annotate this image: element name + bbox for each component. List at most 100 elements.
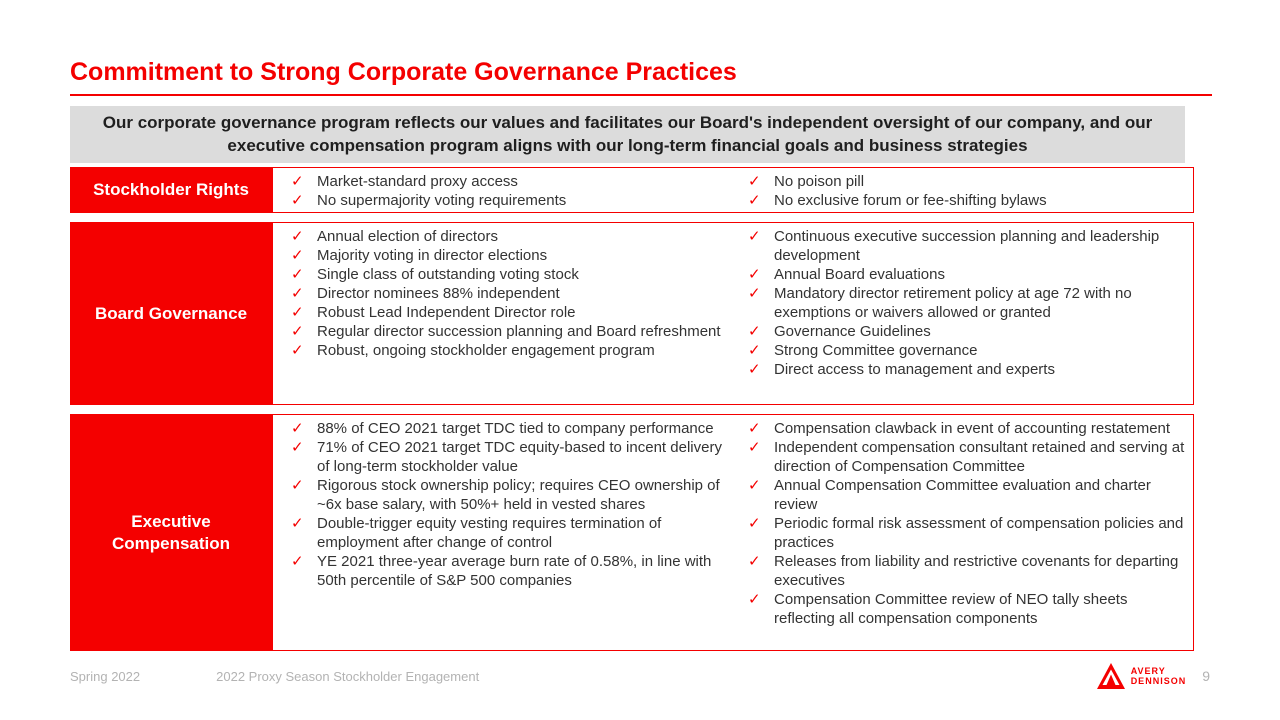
bullet-item: ✓ Regular director succession planning an… [289, 322, 734, 341]
bullet-text: Governance Guidelines [774, 323, 931, 340]
check-icon: ✓ [748, 591, 761, 608]
check-icon: ✓ [748, 420, 761, 437]
page-number: 9 [1202, 668, 1210, 684]
logo-wordmark: AVERY DENNISON [1131, 666, 1187, 687]
avery-dennison-logo: AVERY DENNISON [1096, 663, 1187, 689]
bullet-text: YE 2021 three-year average burn rate of … [317, 553, 712, 589]
bullet-column-right: ✓ No poison pill ✓ No exclusive forum or f… [746, 172, 1185, 210]
bullet-item: ✓ 88% of CEO 2021 target TDC tied to comp… [289, 419, 734, 438]
section-board-governance: Board Governance ✓ Annual election of dir… [70, 222, 1194, 405]
bullet-item: ✓ Continuous executive succession plannin… [746, 227, 1185, 265]
bullet-text: Robust Lead Independent Director role [317, 304, 576, 321]
logo-line1: AVERY [1130, 665, 1166, 676]
section-content: ✓ Market-standard proxy access ✓ No superm… [272, 167, 1194, 213]
section-stockholder-rights: Stockholder Rights ✓ Market-standard prox… [70, 167, 1194, 213]
bullet-text: Majority voting in director elections [317, 247, 548, 264]
check-icon: ✓ [291, 342, 304, 359]
bullet-column-right: ✓ Compensation clawback in event of accou… [746, 419, 1185, 646]
section-content: ✓ 88% of CEO 2021 target TDC tied to comp… [272, 414, 1194, 651]
bullet-item: ✓ Robust, ongoing stockholder engagement … [289, 341, 734, 360]
check-icon: ✓ [748, 323, 761, 340]
bullet-column-left: ✓ 88% of CEO 2021 target TDC tied to comp… [289, 419, 746, 646]
check-icon: ✓ [291, 477, 304, 494]
logo-line2: DENNISON [1130, 676, 1187, 686]
bullet-text: Director nominees 88% independent [317, 285, 560, 302]
bullet-text: 71% of CEO 2021 target TDC equity-based … [317, 439, 722, 475]
bullet-text: Regular director succession planning and… [317, 323, 721, 340]
logo-triangle-icon [1096, 663, 1125, 689]
bullet-item: ✓ Governance Guidelines [746, 322, 1185, 341]
check-icon: ✓ [748, 228, 761, 245]
check-icon: ✓ [291, 192, 304, 209]
check-icon: ✓ [291, 173, 304, 190]
bullet-column-right: ✓ Continuous executive succession plannin… [746, 227, 1185, 400]
bullet-item: ✓ Strong Committee governance [746, 341, 1185, 360]
check-icon: ✓ [748, 285, 761, 302]
bullet-item: ✓ Single class of outstanding voting stoc… [289, 265, 734, 284]
bullet-text: No supermajority voting requirements [317, 192, 567, 209]
section-content: ✓ Annual election of directors ✓ Majority … [272, 222, 1194, 405]
bullet-text: Continuous executive succession planning… [774, 228, 1160, 264]
footer-deck-title: 2022 Proxy Season Stockholder Engagement [216, 668, 480, 684]
bullet-text: No exclusive forum or fee-shifting bylaw… [774, 192, 1047, 209]
check-icon: ✓ [748, 515, 761, 532]
bullet-item: ✓ Director nominees 88% independent [289, 284, 734, 303]
check-icon: ✓ [291, 228, 304, 245]
subtitle-text: Our corporate governance program reflect… [102, 112, 1153, 155]
bullet-item: ✓ No supermajority voting requirements [289, 191, 734, 210]
check-icon: ✓ [291, 515, 304, 532]
bullet-column-left: ✓ Market-standard proxy access ✓ No superm… [289, 172, 746, 210]
bullet-column-left: ✓ Annual election of directors ✓ Majority … [289, 227, 746, 400]
bullet-item: ✓ Direct access to management and experts [746, 360, 1185, 379]
check-icon: ✓ [748, 439, 761, 456]
bullet-text: Direct access to management and experts [774, 361, 1055, 378]
bullet-text: Strong Committee governance [774, 342, 978, 359]
bullet-text: Rigorous stock ownership policy; require… [317, 477, 720, 513]
bullet-item: ✓ Majority voting in director elections [289, 246, 734, 265]
bullet-item: ✓ YE 2021 three-year average burn rate of… [289, 552, 734, 590]
subtitle-banner: Our corporate governance program reflect… [70, 106, 1185, 163]
bullet-item: ✓ Annual Board evaluations [746, 265, 1185, 284]
bullet-item: ✓ Market-standard proxy access [289, 172, 734, 191]
bullet-text: Market-standard proxy access [317, 173, 518, 190]
section-label: Board Governance [70, 222, 272, 405]
check-icon: ✓ [291, 439, 304, 456]
bullet-text: Mandatory director retirement policy at … [774, 285, 1132, 321]
bullet-text: Annual election of directors [317, 228, 498, 245]
check-icon: ✓ [748, 477, 761, 494]
section-label: Executive Compensation [70, 414, 272, 651]
bullet-text: 88% of CEO 2021 target TDC tied to compa… [317, 420, 714, 437]
bullet-text: Independent compensation consultant reta… [774, 439, 1185, 475]
bullet-item: ✓ Robust Lead Independent Director role [289, 303, 734, 322]
bullet-item: ✓ Mandatory director retirement policy at… [746, 284, 1185, 322]
check-icon: ✓ [748, 266, 761, 283]
check-icon: ✓ [291, 247, 304, 264]
check-icon: ✓ [291, 553, 304, 570]
check-icon: ✓ [748, 553, 761, 570]
bullet-item: ✓ Periodic formal risk assessment of comp… [746, 514, 1185, 552]
sections-container: Stockholder Rights ✓ Market-standard prox… [70, 167, 1194, 660]
section-label: Stockholder Rights [70, 167, 272, 213]
check-icon: ✓ [748, 342, 761, 359]
check-icon: ✓ [291, 266, 304, 283]
bullet-item: ✓ Double-trigger equity vesting requires … [289, 514, 734, 552]
bullet-item: ✓ Annual election of directors [289, 227, 734, 246]
footer-season: Spring 2022 [70, 668, 141, 684]
footer: Spring 2022 2022 Proxy Season Stockholde… [70, 663, 1210, 689]
bullet-text: Single class of outstanding voting stock [317, 266, 579, 283]
bullet-item: ✓ Compensation clawback in event of accou… [746, 419, 1185, 438]
bullet-item: ✓ Annual Compensation Committee evaluatio… [746, 476, 1185, 514]
check-icon: ✓ [291, 285, 304, 302]
bullet-text: Periodic formal risk assessment of compe… [774, 515, 1184, 551]
check-icon: ✓ [748, 192, 761, 209]
bullet-item: ✓ Releases from liability and restrictive… [746, 552, 1185, 590]
page-title: Commitment to Strong Corporate Governanc… [70, 58, 737, 86]
section-executive-compensation: Executive Compensation ✓ 88% of CEO 2021 … [70, 414, 1194, 651]
bullet-text: Compensation clawback in event of accoun… [774, 420, 1171, 437]
bullet-item: ✓ No exclusive forum or fee-shifting byla… [746, 191, 1185, 210]
title-divider [70, 94, 1212, 96]
bullet-text: No poison pill [774, 173, 865, 190]
bullet-item: ✓ 71% of CEO 2021 target TDC equity-based… [289, 438, 734, 476]
check-icon: ✓ [748, 361, 761, 378]
